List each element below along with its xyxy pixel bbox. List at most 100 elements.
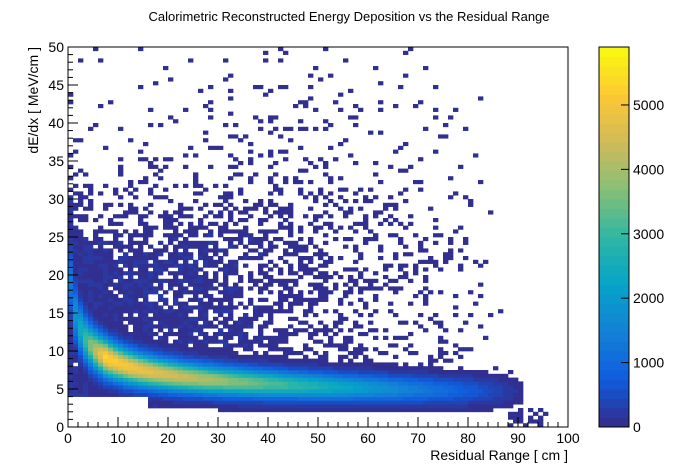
heatmap-bin: [278, 271, 284, 276]
heatmap-bin: [363, 278, 369, 283]
heatmap-bin: [308, 324, 314, 329]
heatmap-bin: [463, 377, 469, 382]
heatmap-bin: [423, 381, 429, 386]
heatmap-bin: [233, 290, 239, 295]
heatmap-bin: [238, 339, 244, 344]
heatmap-bin: [178, 290, 184, 295]
heatmap-bin: [433, 225, 439, 230]
heatmap-bin: [488, 404, 494, 409]
heatmap-bin: [218, 309, 224, 314]
heatmap-bin: [133, 233, 139, 238]
heatmap-bin: [323, 328, 329, 333]
heatmap-bin: [148, 328, 154, 333]
heatmap-bin: [248, 347, 254, 352]
heatmap-bin: [333, 370, 339, 375]
heatmap-bin: [68, 195, 74, 200]
heatmap-bin: [213, 404, 219, 409]
heatmap-bin: [303, 297, 309, 302]
heatmap-bin: [273, 328, 279, 333]
heatmap-bin: [78, 218, 84, 223]
heatmap-bin: [323, 381, 329, 386]
heatmap-bin: [93, 362, 99, 367]
heatmap-bin: [353, 354, 359, 359]
heatmap-bin: [173, 351, 179, 356]
heatmap-bin: [478, 377, 484, 382]
heatmap-bin: [228, 313, 234, 318]
heatmap-bin: [373, 408, 379, 413]
heatmap-bin: [123, 358, 129, 363]
heatmap-bin: [238, 366, 244, 371]
heatmap-bin: [233, 123, 239, 128]
heatmap-bin: [313, 366, 319, 371]
heatmap-bin: [528, 408, 534, 413]
heatmap-bin: [198, 256, 204, 261]
heatmap-bin: [438, 396, 444, 401]
heatmap-bin: [333, 408, 339, 413]
heatmap-bin: [328, 385, 334, 390]
heatmap-bin: [153, 172, 159, 177]
heatmap-bin: [263, 385, 269, 390]
heatmap-bin: [173, 229, 179, 234]
heatmap-bin: [183, 237, 189, 242]
heatmap-bin: [298, 145, 304, 150]
heatmap-bin: [338, 176, 344, 181]
heatmap-bin: [158, 297, 164, 302]
heatmap-bin: [243, 339, 249, 344]
heatmap-bin: [128, 180, 134, 185]
heatmap-bin: [363, 195, 369, 200]
heatmap-bin: [433, 107, 439, 112]
heatmap-bin: [348, 366, 354, 371]
heatmap-bin: [273, 392, 279, 397]
heatmap-bin: [83, 347, 89, 352]
heatmap-bin: [153, 377, 159, 382]
heatmap-bin: [193, 305, 199, 310]
heatmap-bin: [128, 343, 134, 348]
heatmap-bin: [378, 362, 384, 367]
heatmap-bin: [418, 290, 424, 295]
heatmap-bin: [283, 248, 289, 253]
heatmap-bin: [423, 248, 429, 253]
heatmap-bin: [293, 252, 299, 257]
heatmap-bin: [78, 370, 84, 375]
heatmap-bin: [218, 259, 224, 264]
heatmap-bin: [253, 256, 259, 261]
heatmap-bin: [263, 282, 269, 287]
heatmap-bin: [508, 400, 514, 405]
heatmap-bin: [238, 381, 244, 386]
heatmap-bin: [168, 366, 174, 371]
heatmap-bin: [388, 301, 394, 306]
heatmap-bin: [268, 88, 274, 93]
heatmap-bin: [78, 271, 84, 276]
heatmap-bin: [103, 335, 109, 340]
colorbar-segment: [599, 303, 629, 314]
heatmap-bin: [93, 123, 99, 128]
heatmap-bin: [118, 271, 124, 276]
heatmap-bin: [388, 164, 394, 169]
heatmap-bin: [128, 377, 134, 382]
heatmap-bin: [328, 377, 334, 382]
heatmap-bin: [438, 385, 444, 390]
heatmap-bin: [323, 195, 329, 200]
heatmap-bin: [88, 320, 94, 325]
heatmap-bin: [168, 392, 174, 397]
heatmap-bin: [413, 408, 419, 413]
heatmap-bin: [363, 214, 369, 219]
heatmap-bin: [208, 389, 214, 394]
heatmap-bin: [103, 248, 109, 253]
heatmap-bin: [103, 370, 109, 375]
heatmap-bin: [388, 400, 394, 405]
heatmap-bin: [398, 320, 404, 325]
heatmap-bin: [238, 256, 244, 261]
heatmap-bin: [78, 191, 84, 196]
heatmap-bin: [218, 362, 224, 367]
heatmap-bin: [248, 286, 254, 291]
heatmap-bin: [88, 335, 94, 340]
heatmap-bin: [298, 267, 304, 272]
heatmap-bin: [158, 404, 164, 409]
heatmap-bin: [348, 373, 354, 378]
heatmap-bin: [343, 377, 349, 382]
heatmap-bin: [348, 351, 354, 356]
heatmap-bin: [78, 252, 84, 257]
heatmap-bin: [253, 316, 259, 321]
heatmap-bin: [273, 263, 279, 268]
